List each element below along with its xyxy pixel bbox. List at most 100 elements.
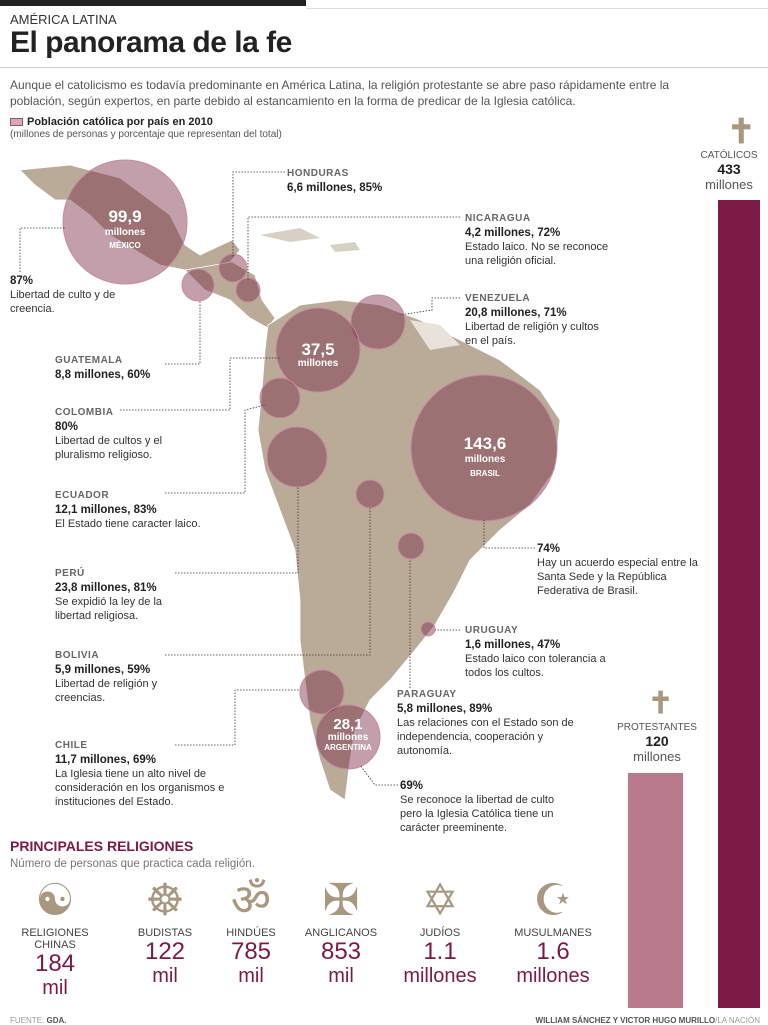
om-icon: ॐ — [230, 876, 272, 925]
religion-value: 1.1 — [423, 938, 457, 965]
uruguay-name: URUGUAY — [465, 625, 519, 636]
religion-name: HINDÚES — [226, 927, 276, 939]
bolivia-name: BOLIVIA — [55, 650, 100, 661]
peru-value: 23,8 millones, 81% — [55, 582, 157, 594]
uruguay-text: Estado laico con tolerancia a todos los … — [465, 653, 606, 679]
mexico-unit: millones — [104, 227, 146, 238]
label-argentina: 69% Se reconoce la libertad de culto pero… — [400, 779, 570, 835]
ecuador-name: ECUADOR — [55, 490, 110, 501]
religion-item: ☯ RELIGIONES CHINAS 184 mil — [0, 875, 110, 999]
circle-mexico — [62, 159, 188, 285]
religion-unit: mil — [328, 965, 354, 987]
peru-text: Se expidió la ley de la libertad religio… — [55, 596, 163, 622]
label-honduras: HONDURAS 6,6 millones, 85% — [287, 167, 382, 195]
label-guatemala: GUATEMALA 8,8 millones, 60% — [55, 354, 150, 382]
label-nicaragua: NICARAGUA 4,2 millones, 72% Estado laico. … — [465, 212, 625, 268]
leader-chile — [175, 689, 300, 746]
religion-value: 785 — [230, 938, 272, 965]
honduras-name: HONDURAS — [287, 168, 349, 179]
circle-paraguay — [397, 532, 425, 560]
label-paraguay: PARAGUAY 5,8 millones, 89% Las relaciones … — [397, 688, 582, 758]
label-peru: PERÚ 23,8 millones, 81% Se expidió la ley … — [55, 567, 180, 623]
religion-item: ☪ MUSULMANES 1.6 millones — [498, 875, 608, 987]
religion-unit: millones — [516, 965, 590, 987]
dharma-wheel-icon: ☸ — [145, 876, 185, 925]
chile-name: CHILE — [55, 740, 88, 751]
religions-title: PRINCIPALES RELIGIONES — [10, 838, 194, 854]
cross-icon: ✠ — [322, 876, 360, 925]
circle-nicaragua — [235, 277, 261, 303]
brasil-unit: millones — [464, 454, 506, 465]
catolicos-value: 433 — [717, 161, 741, 177]
leader-argentina — [359, 764, 398, 786]
circle-bolivia — [355, 479, 385, 509]
circle-honduras — [218, 253, 248, 283]
religion-name: ANGLICANOS — [304, 927, 378, 939]
colombia-pct: 80% — [55, 421, 79, 433]
religion-value: 122 — [144, 938, 186, 965]
leader-venezuela — [399, 297, 460, 316]
label-bolivia: BOLIVIA 5,9 millones, 59% Libertad de reli… — [55, 649, 175, 705]
catolicos-label: CATÓLICOS 433 millones — [690, 150, 768, 192]
protestantes-value: 120 — [645, 733, 669, 749]
colombia-text: Libertad de cultos y el pluralismo relig… — [55, 435, 163, 461]
leader-peru — [175, 487, 299, 574]
legend: Población católica por país en 2010 (mil… — [10, 116, 282, 140]
label-mexico: 87% Libertad de culto y de creencia. — [10, 274, 120, 316]
mexico-pct: 87% — [10, 275, 34, 287]
venezuela-text: Libertad de religión y cultos en el país… — [465, 321, 599, 347]
guatemala-name: GUATEMALA — [55, 355, 123, 366]
leader-bolivia — [165, 508, 371, 656]
religions-subtitle: Número de personas que practica cada rel… — [10, 858, 255, 870]
outlet: /LA NACIÓN — [715, 1016, 760, 1025]
colombia-name: COLOMBIA — [55, 407, 114, 418]
source: GDA. — [46, 1016, 67, 1025]
map-caribbean — [260, 228, 360, 252]
argentina-pct: 69% — [400, 780, 424, 792]
bolivia-value: 5,9 millones, 59% — [55, 664, 151, 676]
argentina-name: ARGENTINA — [324, 743, 372, 752]
protestantes-name: PROTESTANTES — [617, 722, 697, 733]
paraguay-name: PARAGUAY — [397, 689, 457, 700]
leader-brasil — [483, 520, 535, 549]
brasil-text: Hay un acuerdo especial entre la Santa S… — [537, 557, 698, 597]
brasil-name: BRASIL — [470, 469, 500, 478]
mexico-text: Libertad de culto y de creencia. — [10, 289, 116, 315]
label-brasil: 74% Hay un acuerdo especial entre la Sant… — [537, 542, 702, 598]
cross-icon: ✝ — [727, 113, 756, 151]
religion-value: 184 — [34, 950, 76, 977]
colombia-value: 37,5 — [301, 340, 335, 359]
divider — [0, 67, 768, 68]
leader-mexico — [19, 227, 65, 272]
top-divider — [306, 8, 768, 9]
religion-name: JUDÍOS — [419, 927, 461, 939]
religion-item: ✡ JUDÍOS 1.1 millones — [385, 875, 495, 987]
leader-colombia — [120, 357, 280, 411]
footer-credits: WILLIAM SÁNCHEZ Y VICTOR HUGO MURILLO/LA… — [536, 1016, 760, 1025]
ecuador-value: 12,1 millones, 83% — [55, 504, 157, 516]
leader-ecuador — [165, 404, 266, 494]
crescent-star-icon: ☪ — [533, 876, 573, 925]
page-title: El panorama de la fe — [10, 26, 292, 59]
religion-name: RELIGIONES CHINAS — [21, 927, 89, 951]
circle-label-argentina: 28,1 millones ARGENTINA — [308, 717, 388, 752]
mexico-name: MÉXICO — [109, 241, 141, 250]
religion-name: BUDISTAS — [137, 927, 193, 939]
venezuela-value: 20,8 millones, 71% — [465, 307, 567, 319]
nicaragua-name: NICARAGUA — [465, 213, 531, 224]
circle-ecuador — [259, 377, 301, 419]
leader-honduras — [232, 171, 285, 258]
label-chile: CHILE 11,7 millones, 69% La Iglesia tiene … — [55, 739, 240, 809]
religion-unit: mil — [152, 965, 178, 987]
paraguay-text: Las relaciones con el Estado son de inde… — [397, 717, 574, 757]
peru-name: PERÚ — [55, 568, 85, 579]
religion-item: ॐ HINDÚES 785 mil — [196, 875, 306, 987]
colombia-unit: millones — [297, 358, 339, 369]
circle-colombia — [275, 307, 361, 393]
protestantes-unit: millones — [633, 749, 681, 764]
circle-guatemala — [181, 268, 215, 302]
nicaragua-text: Estado laico. No se reconoce una religió… — [465, 241, 609, 267]
label-colombia: COLOMBIA 80% Libertad de cultos y el plura… — [55, 406, 185, 462]
argentina-unit: millones — [327, 732, 369, 743]
